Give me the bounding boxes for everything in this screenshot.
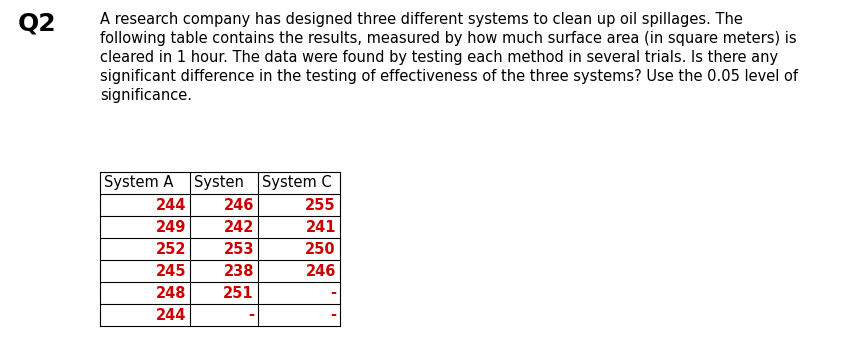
Text: significant difference in the testing of effectiveness of the three systems? Use: significant difference in the testing of… xyxy=(100,69,798,84)
Text: Systen: Systen xyxy=(194,176,244,190)
Text: 246: 246 xyxy=(224,197,254,213)
Text: A research company has designed three different systems to clean up oil spillage: A research company has designed three di… xyxy=(100,12,743,27)
Text: 252: 252 xyxy=(156,242,186,256)
Text: 248: 248 xyxy=(156,285,186,301)
Text: 238: 238 xyxy=(224,264,254,278)
Text: -: - xyxy=(330,307,336,323)
Text: 245: 245 xyxy=(156,264,186,278)
Text: -: - xyxy=(248,307,254,323)
Text: Q2: Q2 xyxy=(18,12,57,36)
Text: 244: 244 xyxy=(156,307,186,323)
Text: System A: System A xyxy=(104,176,174,190)
Text: following table contains the results, measured by how much surface area (in squa: following table contains the results, me… xyxy=(100,31,796,46)
Text: 253: 253 xyxy=(224,242,254,256)
Text: 249: 249 xyxy=(156,219,186,235)
Text: -: - xyxy=(330,285,336,301)
Text: cleared in 1 hour. The data were found by testing each method in several trials.: cleared in 1 hour. The data were found b… xyxy=(100,50,778,65)
Text: 251: 251 xyxy=(224,285,254,301)
Text: 242: 242 xyxy=(224,219,254,235)
Text: significance.: significance. xyxy=(100,88,192,103)
Text: System C: System C xyxy=(262,176,332,190)
Text: 246: 246 xyxy=(305,264,336,278)
Text: 244: 244 xyxy=(156,197,186,213)
Text: 241: 241 xyxy=(305,219,336,235)
Text: 255: 255 xyxy=(305,197,336,213)
Text: 250: 250 xyxy=(305,242,336,256)
